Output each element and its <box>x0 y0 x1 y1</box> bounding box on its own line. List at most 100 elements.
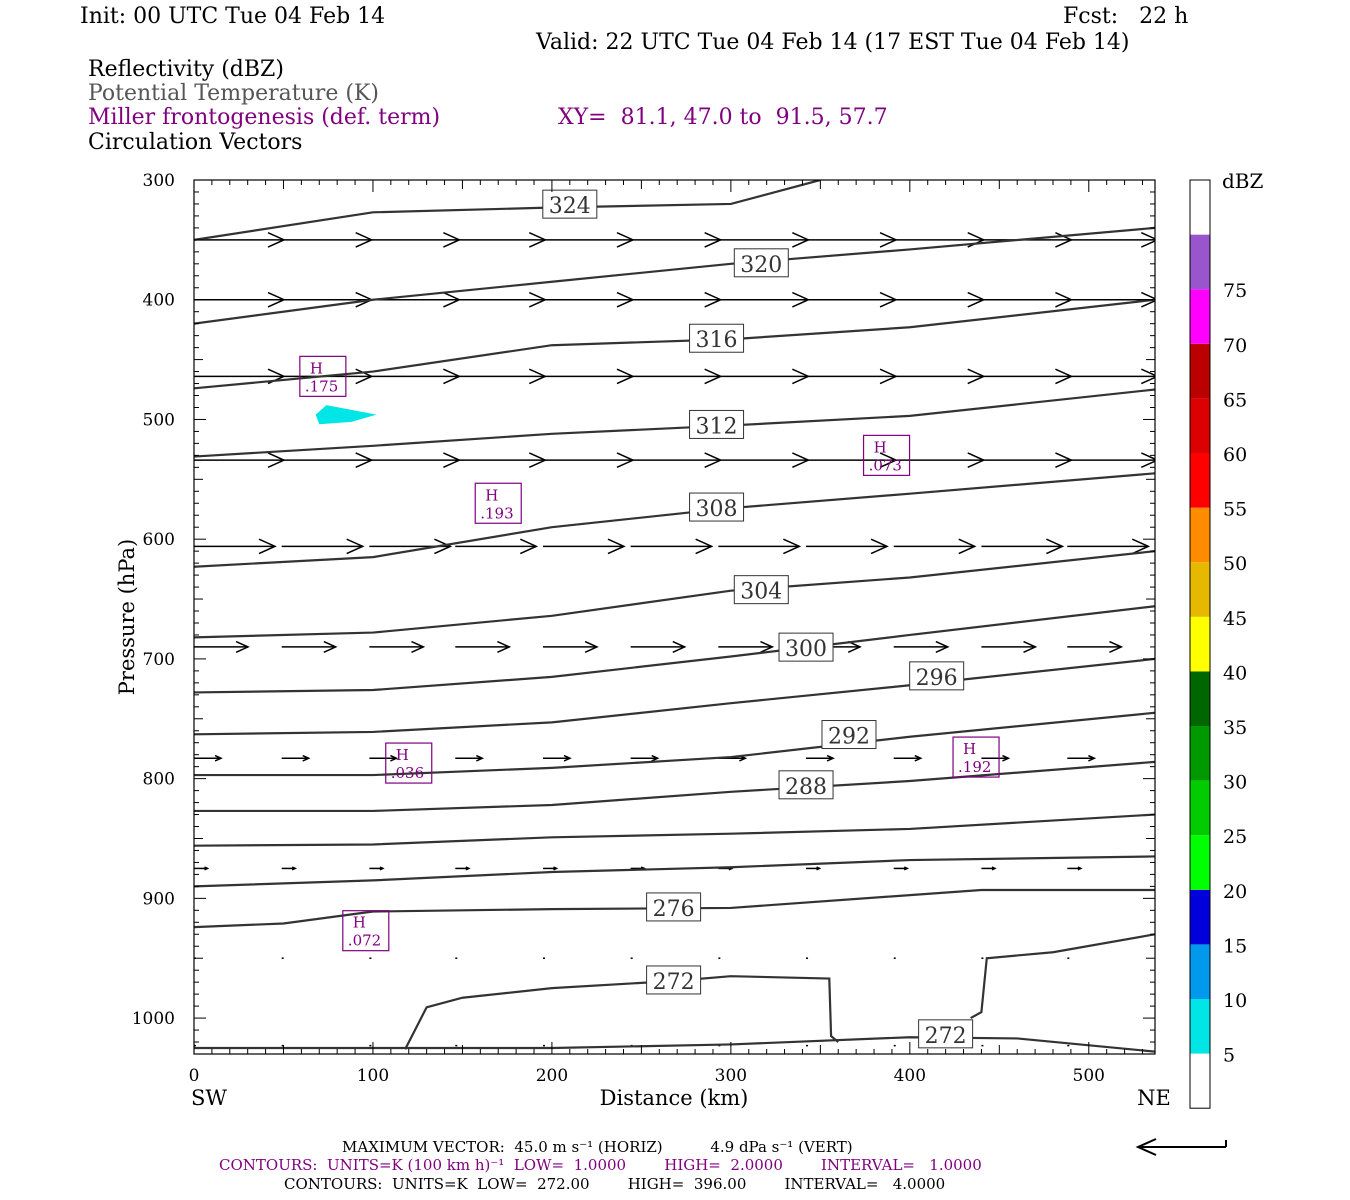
vector-head <box>1002 754 1011 762</box>
theta-contour-324 <box>194 180 821 241</box>
theta-label-text: 272 <box>925 1024 967 1049</box>
x-tick-label: 0 <box>189 1066 200 1086</box>
y-tick-label: 600 <box>143 530 175 550</box>
y-tick-label: 1000 <box>132 1009 175 1029</box>
theta-contour-320 <box>194 226 1155 325</box>
circulation-vector <box>281 538 365 555</box>
circulation-vector <box>1067 640 1124 653</box>
vector-head <box>379 866 385 871</box>
circulation-vector <box>455 368 548 385</box>
circulation-vector <box>369 368 462 385</box>
theta-label-box <box>733 248 789 278</box>
colorbar-title: dBZ <box>1222 169 1264 193</box>
colorbar-segment <box>1190 507 1210 563</box>
circulation-vector <box>1155 756 1182 761</box>
theta-label-text: 316 <box>696 328 738 353</box>
colorbar-label: 20 <box>1223 881 1247 903</box>
circulation-vector <box>630 291 723 308</box>
colorbar-segment <box>1190 999 1210 1054</box>
vector-head <box>1088 754 1097 762</box>
frontogenesis-high: H.175 <box>299 355 347 397</box>
circulation-vector <box>806 754 835 762</box>
reflectivity-cell <box>315 405 377 425</box>
colorbar-label: 45 <box>1223 608 1247 630</box>
theta-label: 312 <box>689 409 745 439</box>
vector-head <box>672 640 687 653</box>
circulation-vector <box>542 452 635 469</box>
circulation-vector <box>981 538 1065 555</box>
vector-head <box>497 640 512 653</box>
colorbar-segment <box>1190 453 1210 508</box>
colorbar-label: 35 <box>1223 717 1247 739</box>
fronto-h-label: H <box>874 438 887 456</box>
circulation-vector <box>806 538 889 555</box>
circulation-vector <box>630 754 660 762</box>
vector-head <box>903 866 910 871</box>
x-axis-title: Distance (km) <box>600 1086 749 1110</box>
colorbar-label: 5 <box>1223 1045 1235 1067</box>
theta-label-box <box>733 575 789 605</box>
colorbar-label: 40 <box>1223 662 1247 684</box>
circulation-vector <box>1067 291 1155 308</box>
circulation-vector <box>369 866 385 871</box>
circulation-vector <box>194 538 277 555</box>
vector-head <box>1141 291 1155 308</box>
vector-head <box>465 866 471 871</box>
vector-head <box>434 538 453 555</box>
colorbar-segment <box>1190 289 1210 344</box>
vector-head <box>1141 452 1155 469</box>
circulation-vector <box>455 640 512 653</box>
circulation-vector <box>630 452 723 469</box>
y-axis-title: Pressure (hPa) <box>115 539 139 695</box>
fronto-h-label: H <box>485 486 498 504</box>
theta-label: 300 <box>778 632 834 662</box>
frontogenesis-high: H.072 <box>342 910 390 952</box>
theta-contour-292 <box>194 711 1155 777</box>
fronto-h-label: H <box>310 359 323 377</box>
fronto-h-label: H <box>396 746 409 764</box>
theta-contour-288 <box>194 760 1155 813</box>
fronto-box <box>342 910 390 952</box>
fronto-contour-info: CONTOURS: UNITS=K (100 km h)⁻¹ LOW= 1.00… <box>219 1156 982 1174</box>
circulation-vector <box>981 866 997 871</box>
theta-label: 308 <box>689 492 745 522</box>
fronto-box <box>385 742 433 784</box>
circulation-vector <box>893 368 986 385</box>
vector-head <box>1109 640 1124 653</box>
theta-label-text: 272 <box>653 970 695 995</box>
circulation-vector <box>194 231 286 248</box>
colorbar-label: 10 <box>1223 990 1247 1012</box>
frontogenesis-high: H.036 <box>385 742 433 784</box>
colorbar-label: 30 <box>1223 772 1247 794</box>
theta-label-text: 308 <box>696 497 738 522</box>
theta-label-text: 304 <box>740 580 782 605</box>
circulation-vector <box>542 291 635 308</box>
colorbar-segment <box>1190 234 1210 290</box>
colorbar-segment <box>1190 616 1210 672</box>
vector-head <box>390 754 399 762</box>
vector-head <box>291 866 298 871</box>
vector-head <box>914 754 923 762</box>
colorbar-segment <box>1190 889 1210 945</box>
circulation-vector <box>281 640 338 653</box>
colorbar-segment <box>1190 944 1210 999</box>
colorbar-segment <box>1190 835 1210 890</box>
circulation-vector <box>194 754 223 762</box>
fronto-box <box>952 736 1000 778</box>
vector-head <box>1077 866 1083 871</box>
theta-contour-info: CONTOURS: UNITS=K LOW= 272.00 HIGH= 396.… <box>284 1175 946 1193</box>
colorbar-segment <box>1190 180 1210 235</box>
vector-head <box>826 754 835 762</box>
y-tick-label: 900 <box>143 889 175 909</box>
circulation-vector <box>718 538 802 555</box>
fronto-value: .193 <box>480 504 513 522</box>
theta-contour-276 <box>194 888 1155 929</box>
circulation-vector <box>893 640 950 653</box>
circulation-vector <box>455 754 485 762</box>
circulation-vector <box>281 291 374 308</box>
vector-head <box>958 538 977 555</box>
vector-head <box>323 640 338 653</box>
circulation-vector <box>981 640 1038 653</box>
circulation-vector <box>1067 754 1097 762</box>
circulation-vector <box>893 452 986 469</box>
